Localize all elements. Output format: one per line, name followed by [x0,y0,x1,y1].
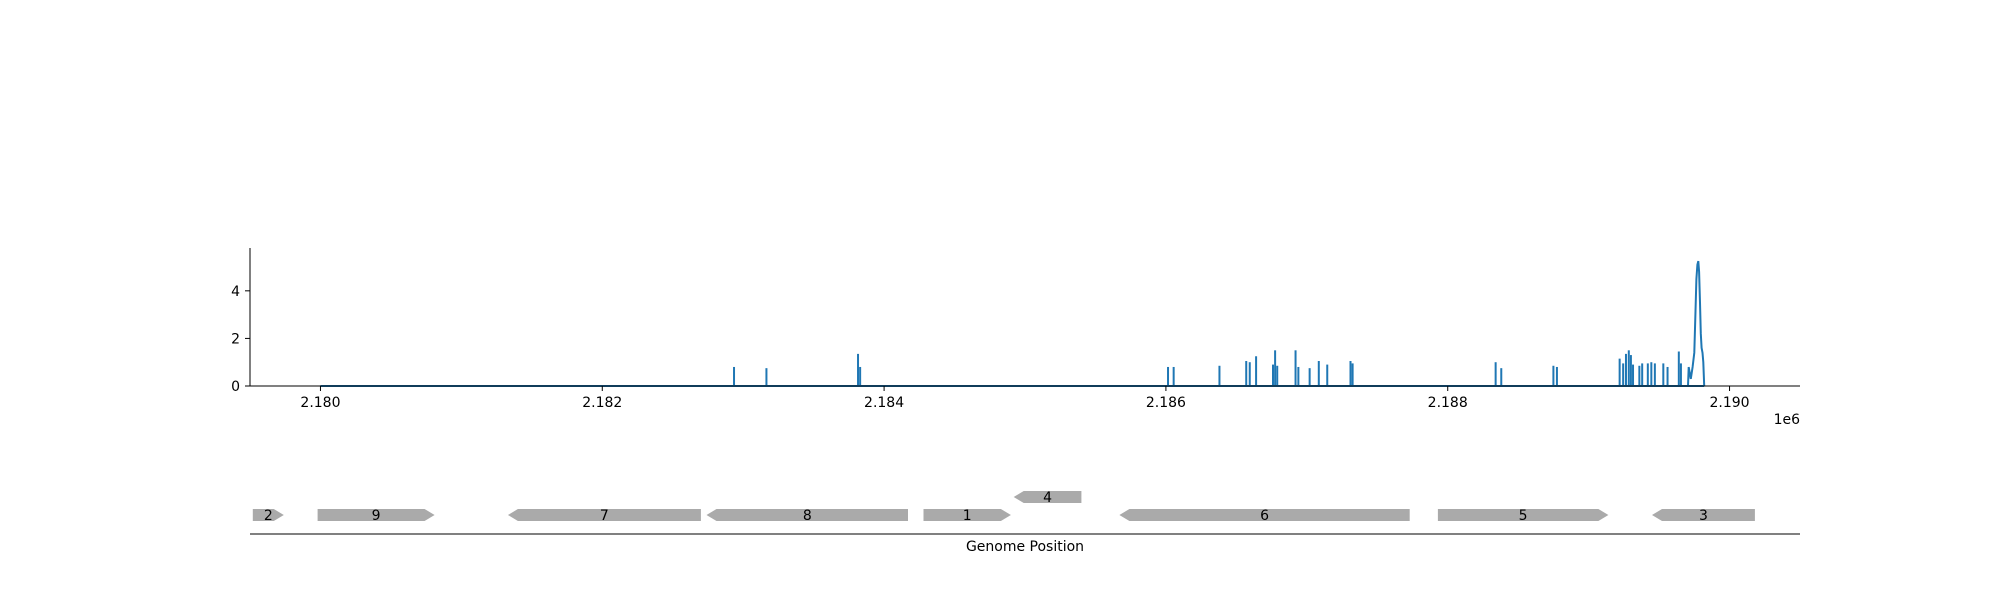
gene-label: 4 [1043,490,1052,506]
gene-arrow [1013,491,1082,503]
gene-label: 7 [600,508,609,524]
gene-label: 8 [803,508,812,524]
x-tick-label: 2.190 [1709,395,1749,411]
gene-label: 3 [1699,508,1708,524]
gene-arrow [507,509,701,521]
y-tick-label: 4 [231,284,240,300]
gene-arrow [317,509,435,521]
gene-label: 1 [963,508,972,524]
x-tick-label: 2.184 [864,395,904,411]
gene-track: 2 9 7 8 1 4 6 5 3 Genome Position [250,490,1800,555]
gene-label: 5 [1519,508,1528,524]
gene-arrows: 2 9 7 8 1 4 6 5 3 [252,490,1755,524]
x-ticks: 2.180 2.182 2.184 2.186 2.188 2.190 [300,386,1750,411]
y-tick-label: 2 [231,331,240,347]
gene-label: 9 [372,508,381,524]
y-tick-label: 0 [231,379,240,395]
gene-label: 2 [264,508,273,524]
gene-arrow [252,509,284,521]
gene-arrow [1437,509,1609,521]
x-tick-label: 2.182 [582,395,622,411]
gene-track-xlabel: Genome Position [966,539,1084,555]
x-tick-label: 2.180 [300,395,340,411]
x-tick-label: 2.186 [1146,395,1186,411]
coverage-peak [1687,260,1706,387]
gene-arrow [923,509,1011,521]
gene-arrow [706,509,908,521]
gene-label: 6 [1260,508,1269,524]
x-tick-label: 2.188 [1428,395,1468,411]
y-ticks: 0 2 4 [231,284,250,395]
gene-arrow [1119,509,1410,521]
coverage-plot: 0 2 4 2.180 2.182 2.184 2.186 2.188 2.190 1e6 [231,248,1800,428]
gene-arrow [1652,509,1755,521]
x-axis-offset-label: 1e6 [1774,412,1801,428]
coverage-series [320,260,1706,387]
